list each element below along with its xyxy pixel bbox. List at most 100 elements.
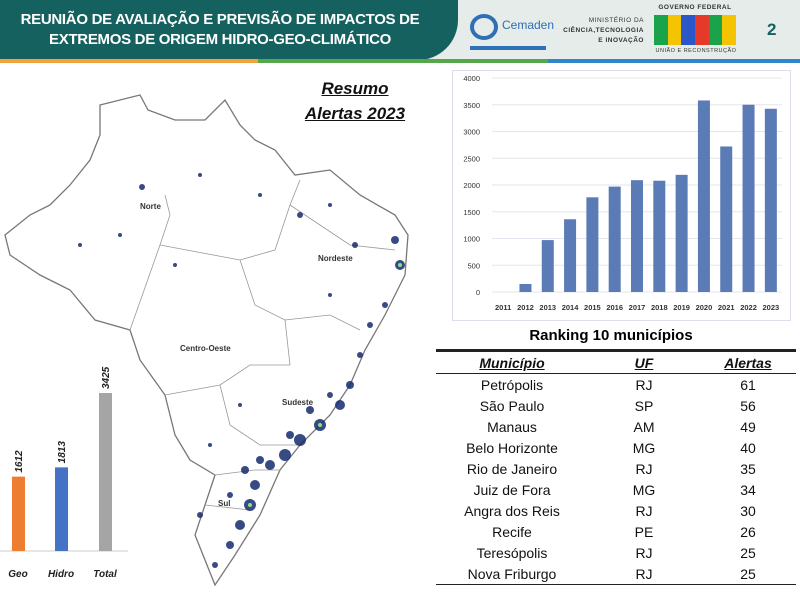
ministry-line-2: CIÊNCIA,TECNOLOGIA <box>563 27 644 34</box>
alert-point <box>357 352 363 358</box>
y-tick-label: 3000 <box>463 128 480 137</box>
alert-point <box>265 460 275 470</box>
y-tick-label: 1000 <box>463 235 480 244</box>
bar-2022 <box>742 104 755 292</box>
bar-2018 <box>653 180 666 292</box>
alert-point <box>327 392 333 398</box>
x-tick-label: 2012 <box>517 303 534 312</box>
x-tick-label: 2013 <box>539 303 556 312</box>
bar-2016 <box>608 186 621 292</box>
alert-point <box>208 443 212 447</box>
region-label-sul: Sul <box>218 499 230 508</box>
ministry-line-3: E INOVAÇÃO <box>598 37 644 44</box>
alert-point <box>250 480 260 490</box>
chart-frame <box>452 70 791 321</box>
table-row: Petrópolis RJ 61 <box>436 374 796 395</box>
alert-point <box>297 212 303 218</box>
table-row: Belo Horizonte MG 40 <box>436 437 796 458</box>
ranking-table: Ranking 10 municípios Município UF Alert… <box>436 327 796 585</box>
table-row: Teresópolis RJ 25 <box>436 542 796 563</box>
alert-hotspot <box>248 503 252 507</box>
bar-2019 <box>675 174 688 292</box>
cell-municipio: São Paulo <box>479 397 545 414</box>
ranking-header-row: Município UF Alertas <box>436 352 796 373</box>
cell-uf: RJ <box>635 544 653 561</box>
cell-municipio: Teresópolis <box>476 544 548 561</box>
cemaden-eye-icon <box>470 14 498 40</box>
alert-point <box>391 236 399 244</box>
alert-hotspot <box>398 263 402 267</box>
bar-2020 <box>697 100 710 292</box>
alert-point <box>328 293 332 297</box>
map-title-line-2: Alertas 2023 <box>304 104 406 123</box>
table-row: Rio de Janeiro RJ 35 <box>436 458 796 479</box>
brazil-alerts-map: Norte Nordeste Centro-Oeste Sudeste Sul <box>4 94 409 587</box>
alert-point <box>197 512 203 518</box>
alert-point <box>286 431 294 439</box>
alert-point <box>294 434 306 446</box>
region-label-sudeste: Sudeste <box>282 398 314 407</box>
y-tick-label: 2000 <box>463 181 480 190</box>
bar-2013 <box>541 240 554 292</box>
alert-points <box>78 173 405 568</box>
cell-municipio: Manaus <box>487 418 537 435</box>
map-title: Resumo Alertas 2023 <box>290 76 420 126</box>
region-label-centro-oeste: Centro-Oeste <box>180 344 231 353</box>
cell-uf: PE <box>634 523 654 540</box>
bar-geo <box>12 476 25 551</box>
x-tick-label: 2017 <box>629 303 646 312</box>
cemaden-underline <box>470 46 546 50</box>
cell-uf: SP <box>634 397 654 414</box>
title-line-2: EXTREMOS DE ORIGEM HIDRO-GEO-CLIMÁTICO <box>49 31 391 48</box>
y-tick-label: 0 <box>476 288 480 297</box>
bar-2017 <box>631 180 643 292</box>
bar-hidro <box>55 467 68 551</box>
alert-point <box>346 381 354 389</box>
alert-point <box>173 263 177 267</box>
alert-point <box>328 203 332 207</box>
x-tick-label: 2016 <box>606 303 623 312</box>
alert-point <box>118 233 122 237</box>
bar-category-label: Geo <box>8 569 27 580</box>
table-row: Manaus AM 49 <box>436 416 796 437</box>
ministry-line-1: MINISTÉRIO DA <box>588 17 644 24</box>
cell-alertas: 35 <box>740 460 756 477</box>
cell-municipio: Juiz de Fora <box>473 481 551 498</box>
alert-point <box>78 243 82 247</box>
bar-2015 <box>586 197 599 292</box>
x-tick-label: 2015 <box>584 303 601 312</box>
x-tick-label: 2021 <box>718 303 735 312</box>
header-alertas: Alertas <box>724 354 772 371</box>
page-number: 2 <box>767 20 777 39</box>
table-row: Angra dos Reis RJ 30 <box>436 500 796 521</box>
alert-point <box>139 184 145 190</box>
header-banner: REUNIÃO DE AVALIAÇÃO E PREVISÃO DE IMPAC… <box>0 0 458 60</box>
x-tick-label: 2022 <box>740 303 757 312</box>
cell-municipio: Angra dos Reis <box>464 502 560 519</box>
region-label-norte: Norte <box>140 202 161 211</box>
cell-alertas: 40 <box>740 439 756 456</box>
cell-municipio: Belo Horizonte <box>466 439 558 456</box>
slide-title: REUNIÃO DE AVALIAÇÃO E PREVISÃO DE IMPAC… <box>0 10 440 50</box>
header-uf: UF <box>634 354 654 371</box>
cell-municipio: Nova Friburgo <box>467 565 557 582</box>
cell-alertas: 49 <box>740 418 756 435</box>
cell-uf: MG <box>632 481 656 498</box>
table-row: Juiz de Fora MG 34 <box>436 479 796 500</box>
alert-point <box>306 406 314 414</box>
alert-point <box>212 562 218 568</box>
ranking-body: Petrópolis RJ 61 São Paulo SP 56 Manaus AM 49 Bel… <box>436 373 796 585</box>
alert-point <box>235 520 245 530</box>
bar-value-label: 3425 <box>101 366 112 389</box>
table-row: São Paulo SP 56 <box>436 395 796 416</box>
alert-type-chart: 1612 Geo 1813 Hidro 3425 Total <box>0 366 128 580</box>
y-tick-label: 3500 <box>463 101 480 110</box>
cell-alertas: 56 <box>740 397 756 414</box>
alert-point <box>256 456 264 464</box>
bar-2012 <box>519 283 532 292</box>
header-municipio: Município <box>479 354 545 371</box>
brasil-logo <box>654 15 737 45</box>
cell-alertas: 61 <box>740 376 756 393</box>
cell-uf: MG <box>632 439 656 456</box>
brazil-outline <box>4 94 409 587</box>
